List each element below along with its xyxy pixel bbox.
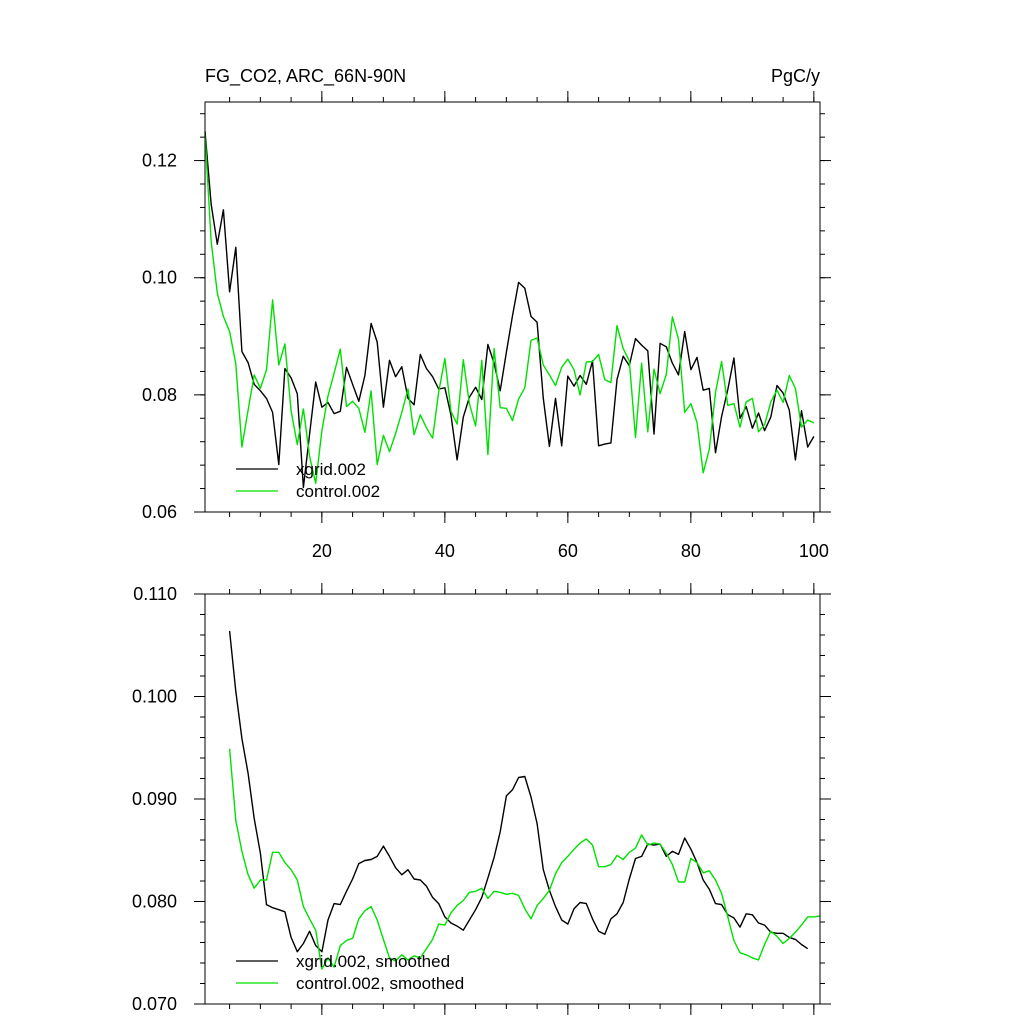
top-panel-ticks: 0.06 0.08 0.10 0.12 20 40 60 80 100 xyxy=(142,91,831,561)
y-tick-label: 0.06 xyxy=(142,502,177,522)
bottom-panel-ticks: 0.070 0.080 0.090 0.100 0.110 xyxy=(132,583,831,1015)
y-tick-label: 0.08 xyxy=(142,385,177,405)
legend-label-control: control.002 xyxy=(296,482,380,501)
x-tick-label: 40 xyxy=(435,541,455,561)
y-tick-label: 0.12 xyxy=(142,151,177,171)
chart-units: PgC/y xyxy=(771,66,820,86)
series-line-control-002-smoothed xyxy=(228,748,821,970)
bottom-panel-series xyxy=(228,630,821,970)
x-tick-label: 80 xyxy=(681,541,701,561)
top-panel: FG_CO2, ARC_66N-90N PgC/y 0.060.080.100.… xyxy=(142,66,831,561)
chart-title: FG_CO2, ARC_66N-90N xyxy=(205,66,406,87)
y-tick-label: 0.100 xyxy=(132,687,177,707)
top-panel-series xyxy=(204,131,815,489)
y-tick-label: 0.090 xyxy=(132,789,177,809)
series-line-xgrid-002 xyxy=(204,131,815,489)
y-tick-label: 0.110 xyxy=(133,584,177,604)
x-tick-label: 100 xyxy=(799,541,829,561)
series-line-xgrid-002-smoothed xyxy=(228,630,809,953)
bottom-panel: 0.070 0.080 0.090 0.100 0.110 xgrid.002, smo… xyxy=(132,583,831,1015)
y-tick-label: 0.080 xyxy=(132,892,177,912)
series-line-control-002 xyxy=(204,134,815,484)
top-legend: xgrid.002 control.002 xyxy=(236,460,380,501)
x-tick-label: 60 xyxy=(558,541,578,561)
legend-label-control-smoothed: control.002, smoothed xyxy=(296,974,464,993)
top-panel-frame xyxy=(204,101,821,513)
bottom-panel-frame xyxy=(204,593,821,1005)
y-tick-label: 0.10 xyxy=(142,268,177,288)
legend-label-xgrid: xgrid.002 xyxy=(296,460,366,479)
x-tick-label: 20 xyxy=(312,541,332,561)
y-tick-label: 0.070 xyxy=(132,994,177,1014)
bottom-legend: xgrid.002, smoothed control.002, smoothe… xyxy=(236,952,464,993)
legend-label-xgrid-smoothed: xgrid.002, smoothed xyxy=(296,952,450,971)
